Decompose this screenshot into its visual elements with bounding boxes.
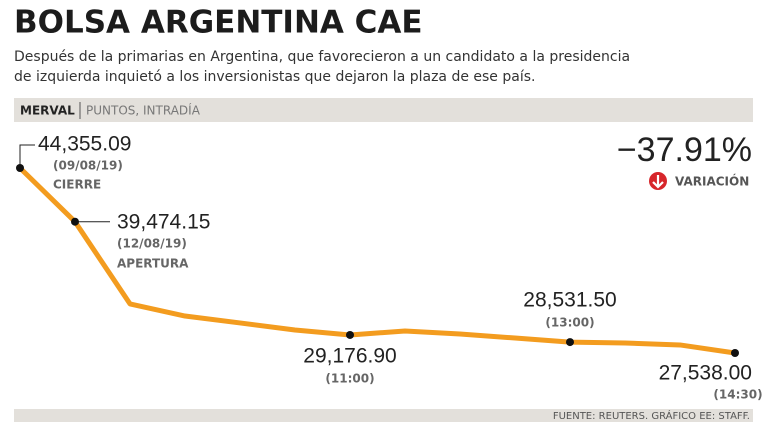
subtitle: Después de la primarias en Argentina, qu… (14, 49, 630, 65)
point-date: (13:00) (545, 316, 594, 330)
units: PUNTOS, INTRADÍA (86, 103, 201, 118)
value-label: 28,531.50 (523, 289, 616, 312)
point (346, 330, 354, 339)
value-label: 44,355.09 (38, 133, 131, 156)
index-name: MERVAL (20, 104, 75, 118)
point-date: (12/08/19) (117, 237, 187, 251)
point-date: (14:30) (713, 388, 762, 402)
point (731, 349, 739, 357)
value-label: 27,538.00 (659, 362, 752, 385)
value-label: 39,474.15 (117, 211, 210, 234)
point (566, 338, 574, 347)
point-date: (09/08/19) (53, 159, 123, 173)
point-tag: CIERRE (53, 178, 101, 192)
chart-title: BOLSA ARGENTINA CAE (14, 5, 423, 41)
point-date: (11:00) (325, 372, 374, 386)
point-tag: APERTURA (117, 257, 189, 271)
point (16, 164, 24, 172)
footer-bar (14, 409, 753, 422)
point (71, 217, 79, 226)
variation-label: −37.91% (617, 131, 752, 169)
variation-arrow (652, 175, 664, 189)
subtitle: de izquierda inquietó a los inversionist… (14, 69, 535, 85)
line (18, 166, 736, 356)
source: FUENTE: REUTERS. GRÁFICO EE: STAFF. (553, 409, 750, 422)
variation-text: VARIACIÓN (675, 174, 749, 189)
value-label: 29,176.90 (303, 345, 396, 368)
header-bar (14, 98, 753, 122)
leader (19, 144, 35, 168)
